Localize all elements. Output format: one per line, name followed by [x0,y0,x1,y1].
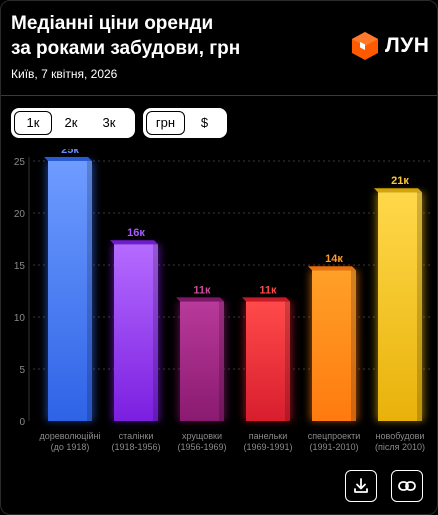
x-category-label: дореволюційні [40,431,101,441]
currency-option-usd[interactable]: $ [200,115,209,130]
chart-title-line2: за роками забудови, грн [11,38,241,59]
x-category-label: сталінки [119,431,154,441]
bar-value-label: 25к [61,149,79,156]
bar-side [153,244,158,421]
bar-value-label: 21к [391,175,409,187]
bar-value-label: 11к [193,284,211,296]
y-tick-label: 5 [19,365,25,376]
y-tick-label: 10 [14,313,26,324]
bar-side [219,301,224,421]
x-category-sublabel: (після 2010) [375,442,425,452]
bar [312,270,356,421]
x-category-sublabel: (1956-1969) [177,442,226,452]
chart-date: Київ, 7 квітня, 2026 [11,67,118,81]
bar-side [285,301,290,421]
bar-side [351,270,356,421]
chart-title-line1: Медіанні ціни оренди [11,13,214,34]
lun-logo: ЛУН [352,32,429,60]
y-tick-label: 0 [19,417,25,428]
download-icon [354,478,368,493]
bar-top [110,240,158,245]
bar-value-label: 11к [259,284,277,296]
rooms-option-3k[interactable]: 3к [102,115,116,130]
currency-selector: грн $ [143,108,227,138]
copy-link-button[interactable] [391,470,423,502]
bar-top [242,297,290,302]
rooms-selector: 1к 2к 3к [11,108,135,138]
x-category-label: панельки [249,431,287,441]
bar [378,192,422,421]
x-category-sublabel: (до 1918) [51,442,90,452]
y-tick-label: 20 [14,209,26,220]
y-tick-label: 25 [14,157,26,168]
rooms-option-1k[interactable]: 1к [14,111,52,135]
header-divider [1,95,437,96]
currency-option-uah[interactable]: грн [146,111,185,135]
bar-side [87,161,92,421]
bar [180,301,224,421]
bar-top [176,297,224,302]
chart-title: Медіанні ціни оренди за роками забудови,… [11,11,331,61]
bar [114,244,158,421]
bar [48,161,92,421]
bar-chart: 0 5 10 15 20 25 25к дореволюційні(до 1918) 16к ст… [14,149,433,452]
bar-top [308,266,356,271]
link-icon [398,481,416,491]
x-category-label: хрущовки [182,431,222,441]
bar-top [44,157,92,161]
lun-logo-text: ЛУН [385,34,430,57]
x-category-sublabel: (1918-1956) [111,442,160,452]
y-tick-label: 15 [14,261,26,272]
x-category-sublabel: (1969-1991) [243,442,292,452]
rooms-option-2k[interactable]: 2к [64,115,78,130]
x-category-label: спецпроекти [308,431,361,441]
bar-value-label: 14к [325,253,343,265]
bar [246,301,290,421]
download-button[interactable] [345,470,377,502]
x-category-label: новобудови [376,431,425,441]
lun-logo-icon [352,32,378,60]
x-category-sublabel: (1991-2010) [309,442,358,452]
bar-value-label: 16к [127,227,145,239]
bar-side [417,192,422,421]
bar-top [374,188,422,193]
